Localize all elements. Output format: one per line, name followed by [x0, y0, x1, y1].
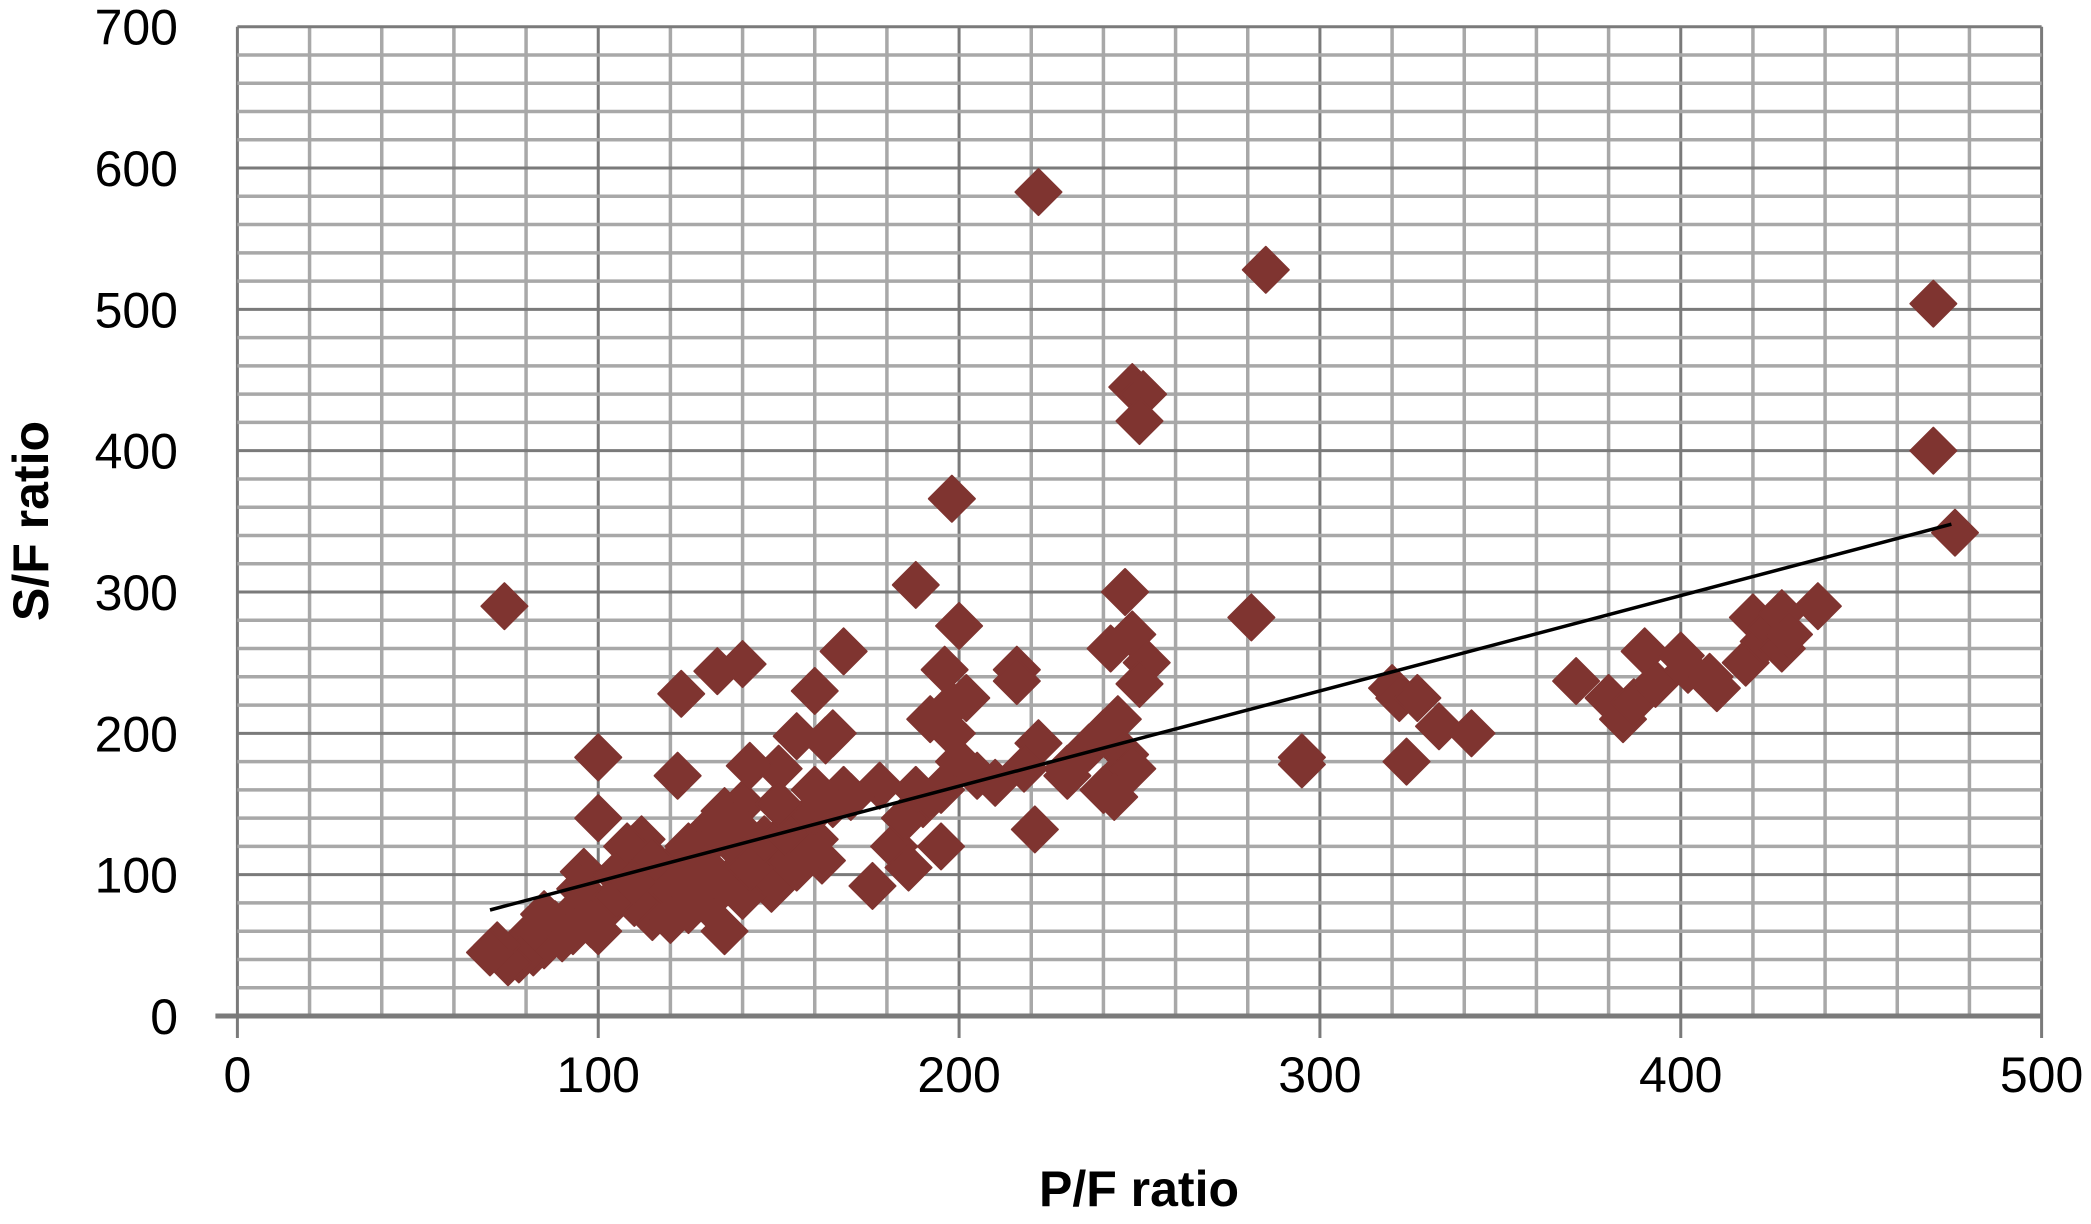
data-point — [1393, 674, 1442, 723]
data-point — [1447, 709, 1496, 758]
data-point — [465, 928, 514, 977]
data-point — [917, 822, 966, 871]
data-point — [1241, 245, 1290, 294]
data-point — [1382, 737, 1431, 786]
data-point — [574, 733, 623, 782]
data-point — [718, 640, 767, 689]
data-point — [725, 741, 774, 790]
data-point — [848, 861, 897, 910]
data-point — [1115, 659, 1164, 708]
y-axis-ticks: 0 100 200 300 400 500 600 700 — [95, 0, 178, 1045]
x-tick-label: 300 — [1278, 1047, 1361, 1103]
data-point — [1086, 624, 1135, 673]
data-point — [1793, 582, 1842, 631]
data-point — [801, 716, 850, 765]
data-point — [1552, 657, 1601, 706]
data-point — [1765, 610, 1814, 659]
data-point — [1692, 664, 1741, 713]
data-point — [693, 647, 742, 696]
data-point — [992, 657, 1041, 706]
y-tick-label: 600 — [95, 141, 178, 197]
data-point — [1227, 593, 1276, 642]
data-point — [574, 794, 623, 843]
data-point — [711, 801, 760, 850]
data-point — [653, 751, 702, 800]
data-point — [1014, 168, 1063, 217]
x-axis-title: P/F ratio — [1039, 1161, 1239, 1217]
data-point — [1101, 568, 1150, 617]
data-point — [927, 709, 976, 758]
y-tick-label: 700 — [95, 0, 178, 56]
data-point — [935, 601, 984, 650]
data-point — [754, 780, 803, 829]
data-point — [790, 765, 839, 814]
data-point — [1909, 426, 1958, 475]
x-tick-label: 500 — [2000, 1047, 2083, 1103]
data-point — [772, 712, 821, 761]
x-axis-ticks: 0 100 200 300 400 500 — [223, 1047, 2083, 1103]
data-point — [884, 843, 933, 892]
x-tick-label: 400 — [1639, 1047, 1722, 1103]
y-tick-label: 0 — [150, 989, 178, 1045]
data-point — [790, 666, 839, 715]
data-point — [1010, 805, 1059, 854]
data-point — [1090, 772, 1139, 821]
data-point — [819, 627, 868, 676]
data-point — [942, 674, 991, 723]
data-point — [927, 474, 976, 523]
y-tick-label: 100 — [95, 848, 178, 904]
y-tick-label: 300 — [95, 565, 178, 621]
data-point — [480, 582, 529, 631]
data-point — [657, 669, 706, 718]
data-point — [1931, 508, 1979, 557]
data-point — [646, 895, 695, 944]
x-tick-label: 100 — [557, 1047, 640, 1103]
grid — [215, 25, 2044, 1038]
data-points — [465, 168, 1979, 987]
x-tick-label: 200 — [917, 1047, 1000, 1103]
data-point — [1277, 740, 1326, 789]
data-point — [1909, 279, 1958, 328]
data-point — [971, 758, 1020, 807]
data-point — [891, 560, 940, 609]
y-tick-label: 400 — [95, 424, 178, 480]
y-tick-label: 200 — [95, 706, 178, 762]
data-point — [797, 836, 846, 885]
x-tick-label: 0 — [223, 1047, 251, 1103]
data-point — [1115, 397, 1164, 446]
y-axis-title: S/F ratio — [3, 421, 59, 621]
trendline — [489, 522, 1952, 912]
data-point — [548, 907, 597, 956]
y-tick-label: 500 — [95, 282, 178, 338]
data-point — [1415, 702, 1463, 751]
